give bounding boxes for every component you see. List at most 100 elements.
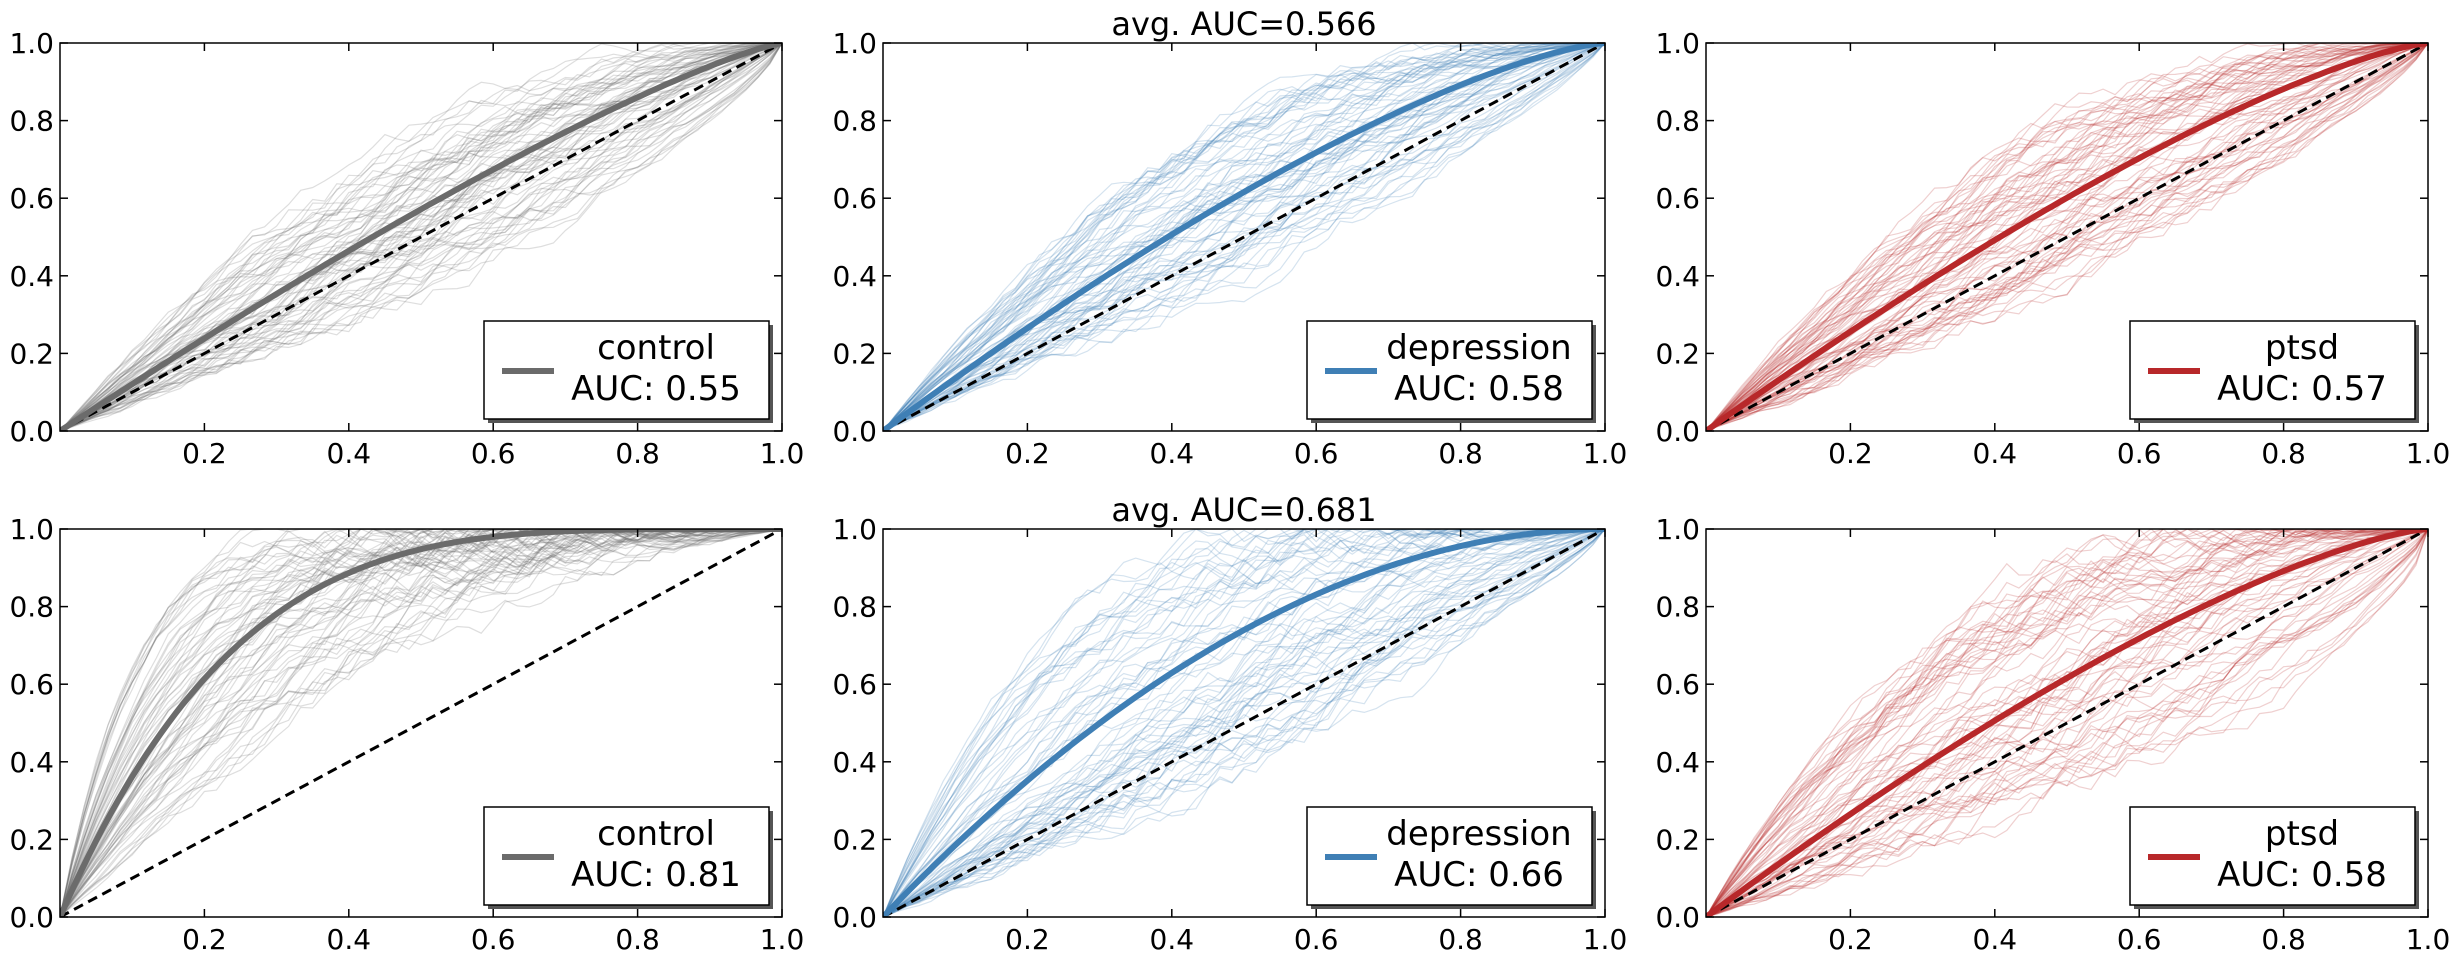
fold-curve xyxy=(1706,43,2428,431)
fold-curve xyxy=(883,43,1605,431)
legend-auc-label: AUC: 0.81 xyxy=(571,855,741,895)
fold-curve xyxy=(883,43,1605,431)
fold-curve xyxy=(883,529,1605,917)
x-tick-label: 0.2 xyxy=(1828,437,1873,470)
x-tick-label: 0.2 xyxy=(182,923,227,956)
chance-diagonal xyxy=(60,43,782,431)
fold-curve xyxy=(60,529,782,917)
fold-curve xyxy=(60,43,782,431)
fold-curve xyxy=(883,529,1605,917)
y-tick-label: 0.4 xyxy=(832,260,877,293)
fold-curve xyxy=(60,529,782,917)
fold-curve xyxy=(1706,43,2428,431)
fold-curve xyxy=(883,529,1605,917)
fold-curves xyxy=(1706,529,2428,917)
y-tick-label: 0.2 xyxy=(832,337,877,370)
fold-curve xyxy=(1706,529,2428,917)
fold-curve xyxy=(1706,43,2428,431)
fold-curve xyxy=(60,43,782,431)
fold-curve xyxy=(1706,529,2428,917)
fold-curve xyxy=(1706,529,2428,917)
fold-curve xyxy=(883,43,1605,431)
fold-curve xyxy=(1706,43,2428,431)
fold-curve xyxy=(60,43,782,431)
fold-curve xyxy=(60,43,782,431)
legend-auc-label: AUC: 0.55 xyxy=(571,369,741,409)
mean-roc-ptsd xyxy=(1706,529,2428,917)
fold-curve xyxy=(883,529,1605,917)
fold-curve xyxy=(883,43,1605,431)
fold-curve xyxy=(60,43,782,431)
fold-curve xyxy=(883,529,1605,917)
fold-curve xyxy=(60,529,782,917)
fold-curve xyxy=(883,529,1605,917)
fold-curve xyxy=(883,529,1605,917)
x-tick-label: 0.8 xyxy=(615,923,660,956)
fold-curve xyxy=(1706,43,2428,431)
axes-frame xyxy=(59,528,783,918)
fold-curve xyxy=(60,529,782,917)
fold-curve xyxy=(883,43,1605,431)
fold-curve xyxy=(883,43,1605,431)
fold-curve xyxy=(1706,43,2428,431)
fold-curve xyxy=(60,529,782,917)
x-tick-label: 1.0 xyxy=(1583,923,1628,956)
x-tick-label: 1.0 xyxy=(2406,437,2451,470)
fold-curve xyxy=(1706,43,2428,431)
fold-curve xyxy=(883,529,1605,917)
x-tick-label: 0.6 xyxy=(471,437,516,470)
mean-roc-control xyxy=(60,43,782,431)
fold-curve xyxy=(883,43,1605,431)
fold-curve xyxy=(60,43,782,431)
fold-curve xyxy=(60,43,782,431)
fold-curve xyxy=(883,43,1605,431)
fold-curve xyxy=(60,529,782,917)
fold-curve xyxy=(1706,43,2428,431)
fold-curve xyxy=(1706,529,2428,917)
fold-curve xyxy=(1706,43,2428,431)
fold-curve xyxy=(883,43,1605,431)
x-tick-label: 1.0 xyxy=(760,437,805,470)
fold-curve xyxy=(60,529,782,917)
fold-curve xyxy=(1706,529,2428,917)
fold-curve xyxy=(60,43,782,431)
fold-curve xyxy=(60,43,782,431)
fold-curve xyxy=(60,529,782,917)
fold-curve xyxy=(1706,529,2428,917)
fold-curve xyxy=(883,43,1605,431)
fold-curve xyxy=(1706,529,2428,917)
fold-curve xyxy=(1706,43,2428,431)
x-tick-label: 0.4 xyxy=(1150,923,1195,956)
fold-curve xyxy=(60,529,782,917)
y-tick-label: 0.6 xyxy=(832,668,877,701)
fold-curve xyxy=(883,529,1605,917)
fold-curve xyxy=(1706,43,2428,431)
fold-curve xyxy=(883,43,1605,431)
fold-curve xyxy=(883,43,1605,431)
fold-curve xyxy=(1706,529,2428,917)
x-tick-label: 0.4 xyxy=(1973,923,2018,956)
fold-curve xyxy=(883,43,1605,431)
fold-curve xyxy=(1706,529,2428,917)
fold-curve xyxy=(1706,43,2428,431)
roc-panel-ptsd-row2: 0.0 0.2 0.4 0.6 0.8 1.0 0.2 0.4 0.6 0.8 1.0 ptsdAUC… xyxy=(1655,513,2450,956)
chance-diagonal xyxy=(883,43,1605,431)
fold-curve xyxy=(1706,43,2428,431)
fold-curve xyxy=(60,529,782,917)
mean-roc-ptsd xyxy=(1706,43,2428,431)
fold-curve xyxy=(1706,529,2428,917)
fold-curve xyxy=(60,43,782,431)
fold-curve xyxy=(1706,529,2428,917)
fold-curve xyxy=(60,529,782,917)
y-tick-label: 0.0 xyxy=(9,901,54,934)
chance-diagonal xyxy=(1706,43,2428,431)
x-tick-label: 0.8 xyxy=(1438,437,1483,470)
fold-curve xyxy=(1706,529,2428,917)
fold-curve xyxy=(60,529,782,917)
fold-curve xyxy=(883,529,1605,917)
fold-curve xyxy=(60,43,782,431)
fold-curve xyxy=(883,529,1605,917)
y-tick-label: 0.0 xyxy=(9,415,54,448)
fold-curve xyxy=(883,43,1605,431)
